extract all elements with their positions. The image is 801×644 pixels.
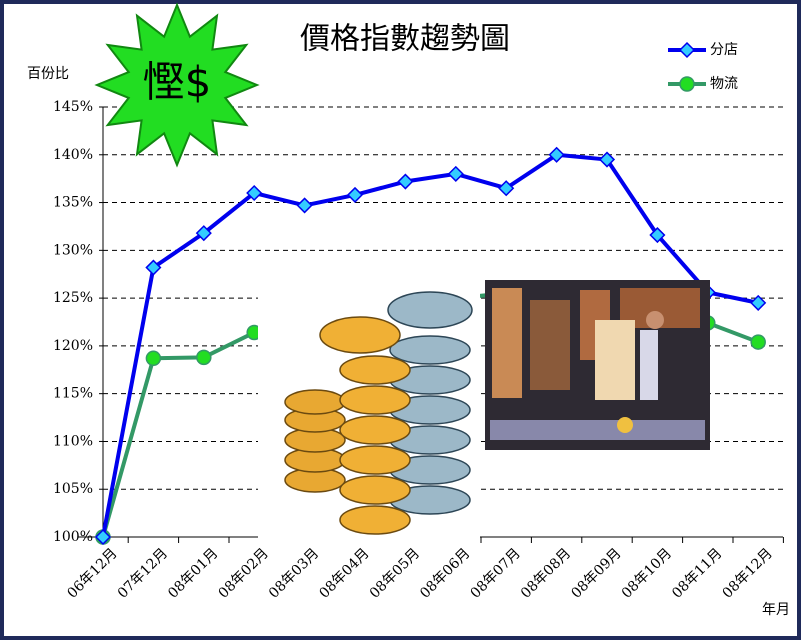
y-tick-label: 140%: [53, 147, 93, 163]
point: [296, 197, 313, 214]
legend-marker: [679, 76, 695, 92]
badge-text: 慳$: [143, 58, 212, 107]
y-axis-label: 百份比: [27, 66, 69, 82]
y-tick-label: 100%: [53, 529, 93, 545]
legend-marker: [678, 41, 696, 59]
legend-label: 物流: [710, 76, 738, 92]
worker-clipart: [485, 280, 710, 450]
chart-title: 價格指數趨勢圖: [300, 22, 510, 57]
y-tick-label: 120%: [53, 338, 93, 354]
point: [548, 146, 565, 163]
point: [195, 225, 212, 242]
y-tick-label: 130%: [53, 242, 93, 258]
series-line: [101, 152, 759, 538]
point: [750, 334, 766, 350]
point: [196, 349, 212, 366]
point: [145, 259, 162, 276]
point: [498, 180, 515, 197]
y-tick-label: 110%: [53, 433, 93, 449]
legend-label: 分店: [710, 42, 738, 58]
point: [649, 226, 666, 244]
y-tick-label: 115%: [53, 386, 93, 402]
y-tick-label: 105%: [53, 481, 93, 497]
point: [145, 350, 162, 367]
x-axis-label: 年月: [762, 602, 790, 618]
point: [246, 184, 263, 202]
point: [94, 528, 112, 546]
y-tick-label: 125%: [53, 290, 93, 306]
y-tick-label: 135%: [53, 195, 93, 211]
point: [397, 173, 414, 190]
point: [598, 151, 616, 168]
point: [346, 186, 364, 203]
y-tick-label: 145%: [53, 99, 93, 115]
point: [750, 294, 767, 311]
coins-clipart: [258, 288, 480, 546]
badge-star: [94, 2, 260, 168]
point: [447, 165, 464, 182]
